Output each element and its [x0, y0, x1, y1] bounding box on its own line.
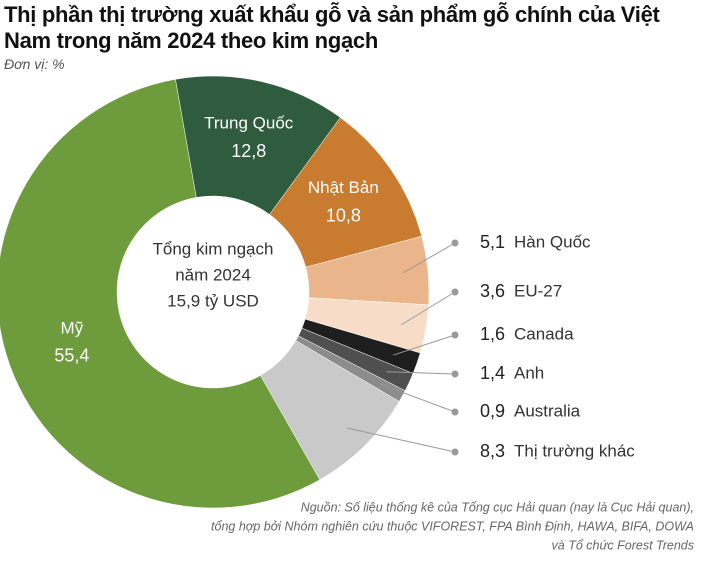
- slice-name: Nhật Bản: [308, 178, 379, 197]
- slice-value: 1,4: [480, 363, 505, 383]
- leader-dot: [451, 239, 459, 247]
- source-note: tổng hợp bởi Nhóm nghiên cứu thuộc VIFOR…: [211, 519, 694, 533]
- slice-value: 55,4: [54, 346, 89, 366]
- slice-value: 5,1: [480, 232, 505, 252]
- slice-name: Anh: [514, 363, 544, 382]
- chart-title: Thị phần thị trường xuất khẩu gỗ và sản …: [4, 2, 660, 53]
- donut-slice: [260, 340, 400, 481]
- slice-value: 12,8: [231, 141, 266, 161]
- slice-value: 1,6: [480, 324, 505, 344]
- leader-dot: [451, 370, 459, 378]
- leader-line: [402, 242, 456, 274]
- leader-dot: [451, 288, 459, 296]
- center-text: 15,9 tỷ USD: [167, 291, 259, 310]
- source-note: và Tổ chức Forest Trends: [552, 538, 694, 552]
- slice-name: EU-27: [514, 281, 562, 300]
- donut-slice: [175, 75, 341, 215]
- leader-dot: [451, 408, 459, 416]
- slice-name: Canada: [514, 324, 574, 343]
- center-text: Tổng kim ngạch: [153, 239, 274, 258]
- leader-dot: [451, 448, 459, 456]
- leader-line: [386, 371, 456, 375]
- slice-name: Mỹ: [61, 318, 84, 337]
- slice-value: 10,8: [326, 205, 361, 225]
- slice-value: 0,9: [480, 401, 505, 421]
- leader-line: [400, 291, 456, 326]
- leader-line: [346, 427, 456, 453]
- source-note: Nguồn: Số liệu thống kê của Tổng cục Hải…: [301, 500, 694, 514]
- leader-line: [393, 334, 456, 356]
- unit: Đơn vị: %: [4, 56, 65, 72]
- slice-name: Thị trường khác: [514, 441, 635, 460]
- slice-name: Trung Quốc: [204, 114, 294, 133]
- leader-line: [380, 383, 456, 413]
- slice-value: 8,3: [480, 441, 505, 461]
- slice-name: Australia: [514, 401, 581, 420]
- center-text: năm 2024: [175, 265, 251, 284]
- slice-value: 3,6: [480, 281, 505, 301]
- leader-dot: [451, 331, 459, 339]
- slice-name: Hàn Quốc: [514, 232, 591, 251]
- donut-slice: [0, 78, 321, 509]
